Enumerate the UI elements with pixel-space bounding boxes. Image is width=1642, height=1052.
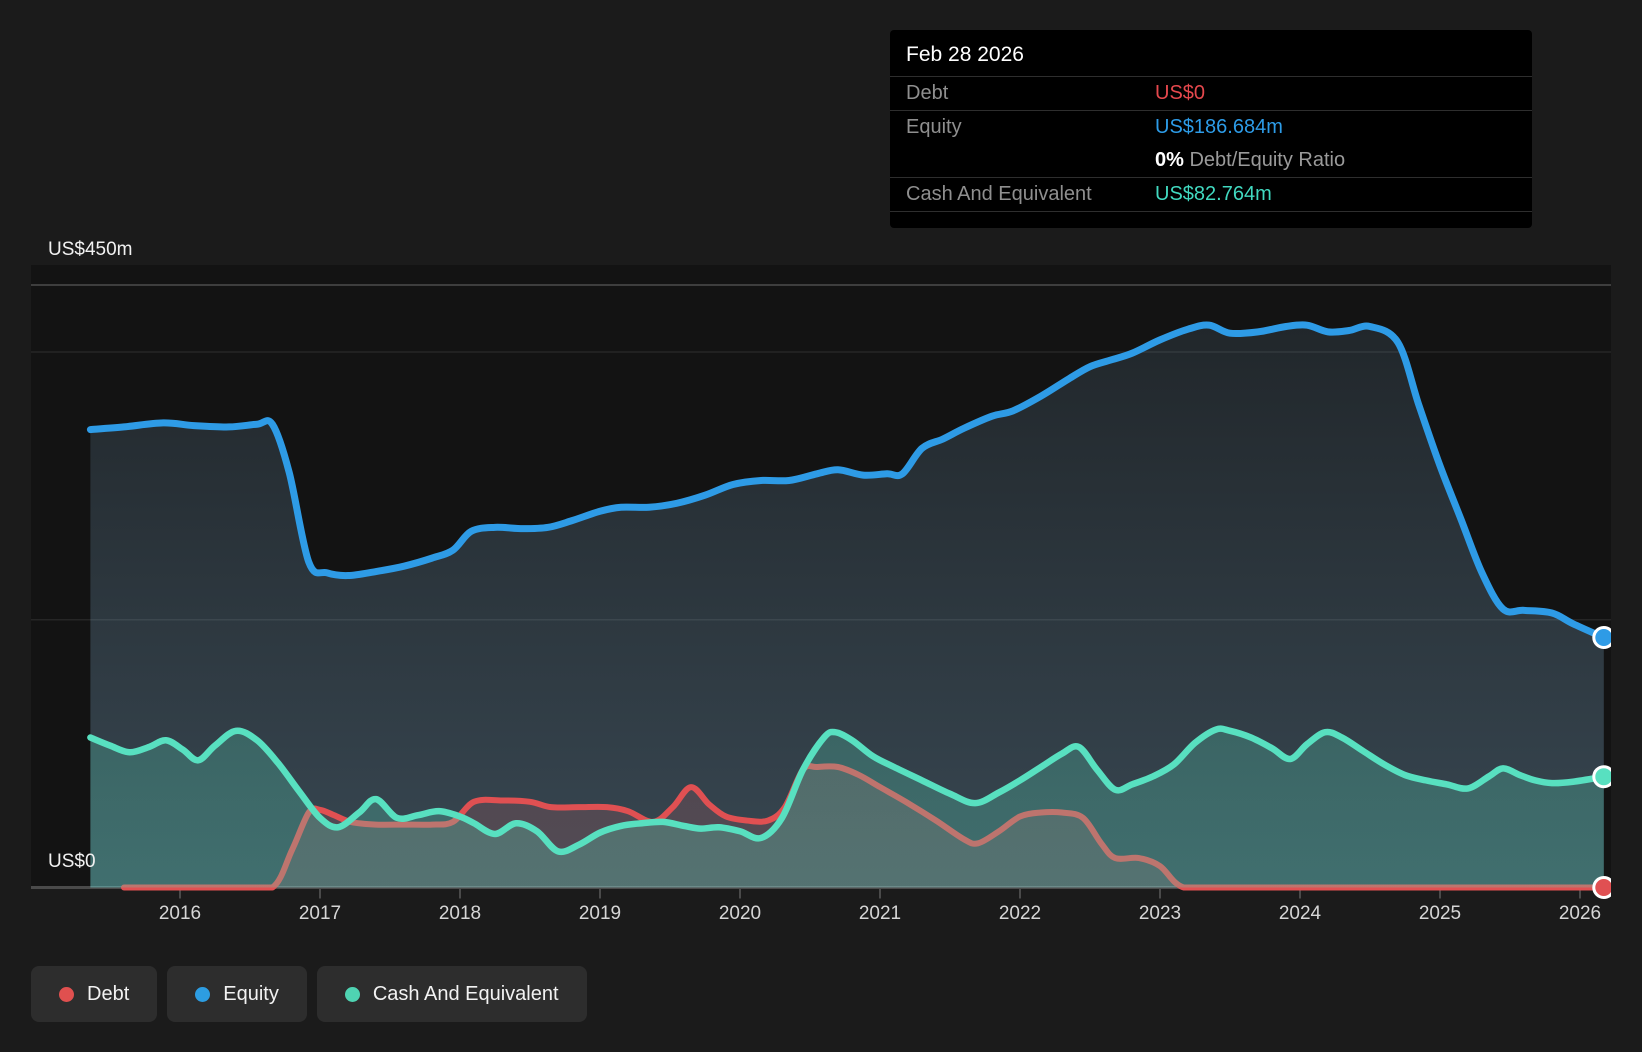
x-axis-label-2019: 2019 bbox=[579, 903, 621, 924]
chart-legend: Debt Equity Cash And Equivalent bbox=[31, 966, 587, 1022]
tooltip-ratio-percent: 0% bbox=[1155, 149, 1184, 171]
legend-item-equity[interactable]: Equity bbox=[167, 966, 307, 1022]
tooltip-debt-label: Debt bbox=[906, 82, 949, 104]
chart-tooltip: Feb 28 2026 Debt US$0 Equity US$186.684m… bbox=[890, 30, 1532, 228]
x-axis-label-2023: 2023 bbox=[1139, 903, 1181, 924]
cash-and-equivalent-area bbox=[90, 728, 1604, 888]
legend-debt-label: Debt bbox=[87, 982, 130, 1005]
x-axis-label-2020: 2020 bbox=[719, 903, 761, 924]
tooltip-debt-value: US$0 bbox=[1155, 82, 1206, 104]
tooltip-ratio-text: Debt/Equity Ratio bbox=[1183, 149, 1346, 171]
cash-and-equivalent-end-marker bbox=[1592, 765, 1611, 789]
end-markers bbox=[1592, 626, 1611, 899]
tooltip-row-ratio: 0% Debt/Equity Ratio bbox=[890, 144, 1532, 178]
debt-end-marker bbox=[1592, 876, 1611, 899]
legend-cash-label: Cash And Equivalent bbox=[372, 982, 559, 1005]
x-axis-label-2017: 2017 bbox=[299, 903, 341, 924]
series-layer bbox=[86, 321, 1608, 891]
tooltip-equity-value: US$186.684m bbox=[1155, 116, 1283, 138]
debt-dot-icon bbox=[59, 986, 74, 1002]
y-axis-label-top: US$450m bbox=[48, 239, 133, 260]
legend-item-cash[interactable]: Cash And Equivalent bbox=[316, 966, 587, 1022]
x-axis-label-2022: 2022 bbox=[999, 903, 1041, 924]
legend-equity-label: Equity bbox=[223, 982, 279, 1005]
y-axis-label-bottom: US$0 bbox=[48, 851, 96, 872]
x-axis-label-2024: 2024 bbox=[1279, 903, 1322, 924]
x-axis-label-2026: 2026 bbox=[1559, 903, 1601, 924]
tooltip-row-cash: Cash And Equivalent US$82.764m bbox=[890, 178, 1532, 212]
tooltip-row-equity: Equity US$186.684m bbox=[890, 111, 1532, 144]
x-axis-label-2021: 2021 bbox=[859, 903, 901, 924]
tooltip-date: Feb 28 2026 bbox=[890, 30, 1532, 77]
tooltip-equity-label: Equity bbox=[906, 116, 962, 138]
tooltip-cash-value: US$82.764m bbox=[1155, 183, 1272, 205]
tooltip-row-debt: Debt US$0 bbox=[890, 77, 1532, 111]
legend-item-debt[interactable]: Debt bbox=[31, 966, 158, 1022]
tooltip-ratio-value: 0% Debt/Equity Ratio bbox=[1155, 149, 1516, 172]
x-axis-label-2016: 2016 bbox=[159, 903, 201, 924]
tooltip-cash-label: Cash And Equivalent bbox=[906, 183, 1092, 205]
equity-dot-icon bbox=[195, 986, 211, 1002]
x-axis-label-2025: 2025 bbox=[1419, 903, 1461, 924]
x-axis-label-2018: 2018 bbox=[439, 903, 481, 924]
cash-dot-icon bbox=[344, 986, 360, 1002]
equity-line bbox=[86, 321, 1608, 642]
equity-end-marker bbox=[1592, 626, 1611, 650]
cash-and-equivalent-line bbox=[87, 725, 1608, 856]
